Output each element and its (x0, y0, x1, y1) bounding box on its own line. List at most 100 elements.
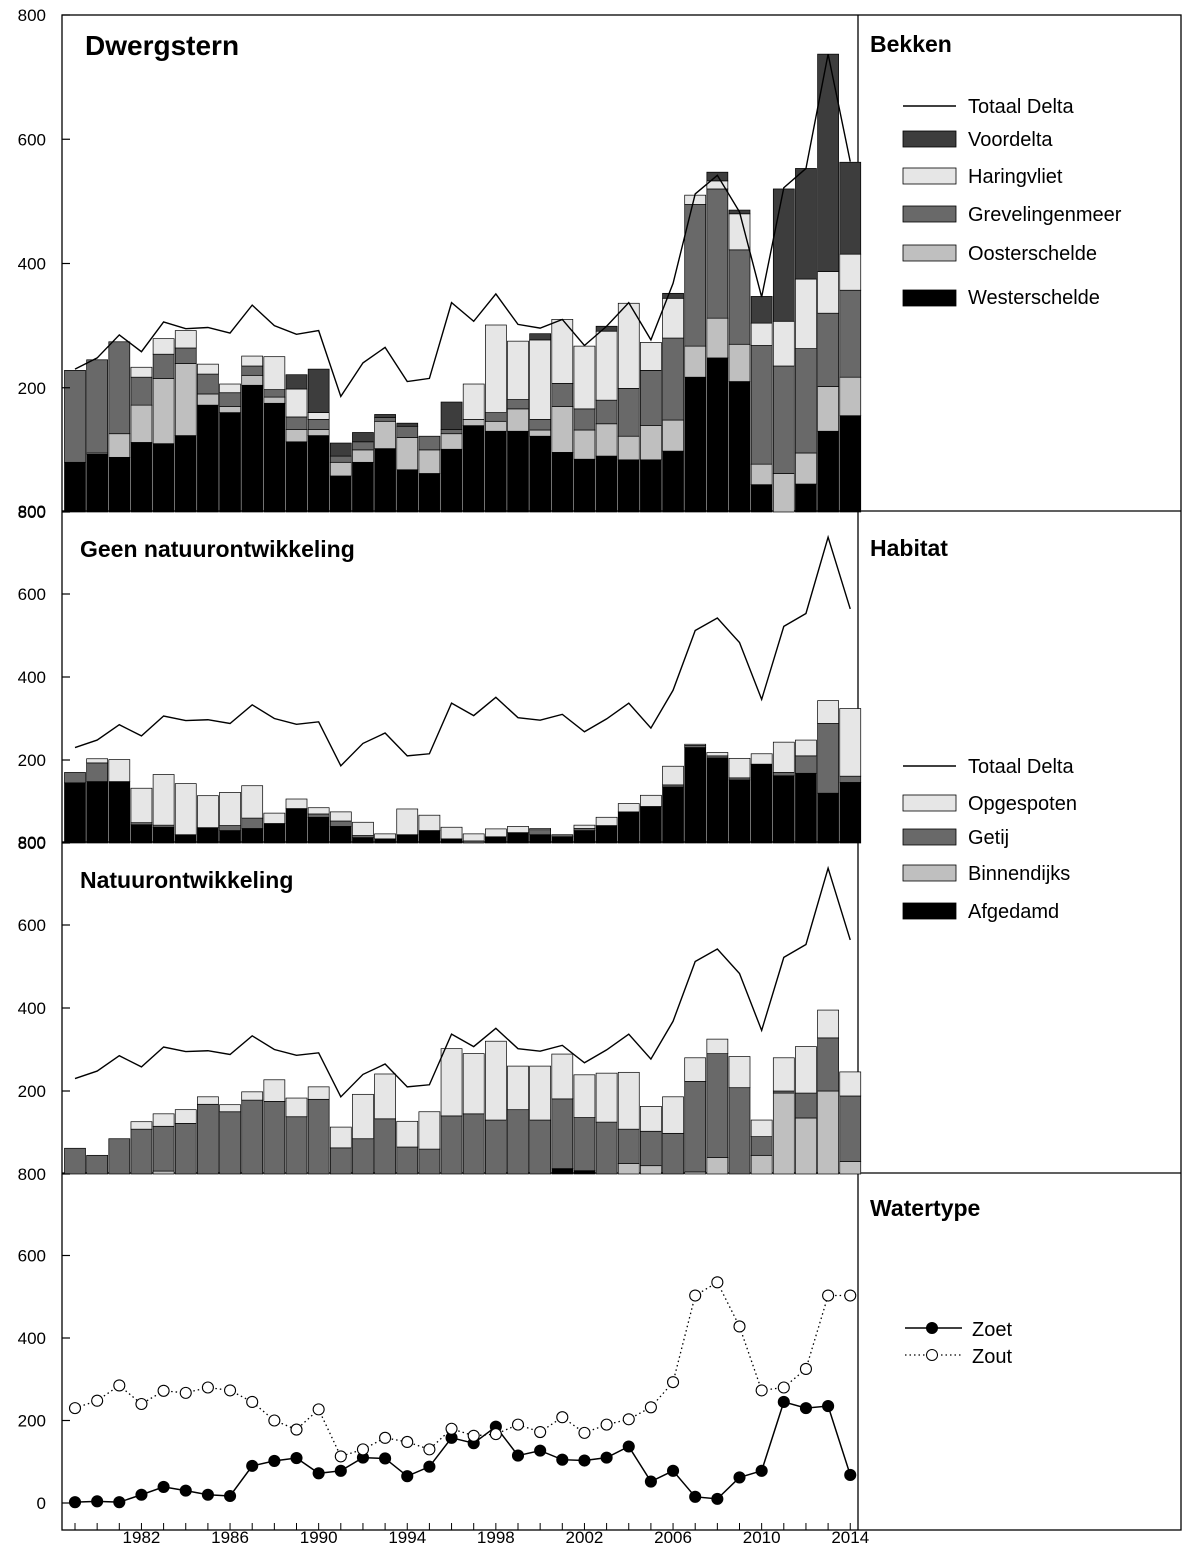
bar-westerschelde (241, 384, 264, 513)
bar-grevelingenmeer (440, 429, 463, 435)
legend-swatch-oosterschelde (902, 244, 957, 262)
legend-label-zout: Zout (972, 1346, 1012, 1368)
bar-voordelta (329, 442, 352, 457)
bar-getij (750, 1136, 773, 1156)
y-tick-label: 800 (18, 503, 46, 522)
bar-oosterschelde (197, 393, 219, 406)
bar-westerschelde (263, 402, 286, 513)
point-zout (755, 1384, 768, 1397)
point-zoet (201, 1488, 214, 1501)
y-tick-label: 800 (18, 833, 46, 852)
bar-haringvliet (750, 322, 773, 346)
point-zout (68, 1402, 82, 1415)
bar-afgedamd (64, 782, 86, 844)
point-zoet (179, 1484, 192, 1497)
point-zoet (733, 1471, 746, 1484)
bar-voordelta (352, 432, 374, 443)
bar-westerschelde (329, 475, 352, 513)
bar-oosterschelde (706, 317, 729, 359)
legend-title-watertype: Watertype (870, 1195, 980, 1221)
bar-westerschelde (174, 435, 197, 513)
bar-afgedamd (662, 786, 684, 844)
bar-getij (219, 1111, 241, 1175)
legend-swatch-grevelingenmeer (902, 205, 957, 223)
panel-title-geen-natuurontwikkeling: Geen natuurontwikkeling (80, 536, 355, 562)
bar-getij (573, 1117, 596, 1172)
bar-getij (396, 1146, 419, 1175)
bar-westerschelde (285, 441, 308, 513)
bar-westerschelde (684, 376, 707, 513)
bar-haringvliet (662, 297, 684, 339)
y-tick-label: 800 (18, 1165, 46, 1184)
bar-opgespoten (152, 774, 175, 826)
point-zout (733, 1320, 746, 1333)
legend-label-opgespoten: Opgespoten (968, 793, 1077, 815)
bar-opgespoten (329, 1126, 352, 1149)
bar-getij (108, 1138, 131, 1175)
bar-grevelingenmeer (174, 347, 197, 364)
point-zout (666, 1376, 680, 1389)
bar-haringvliet (197, 363, 219, 375)
bar-westerschelde (706, 357, 729, 513)
bar-grevelingenmeer (573, 408, 596, 431)
bar-getij (352, 1138, 374, 1175)
bar-oosterschelde (772, 473, 795, 513)
bar-opgespoten (595, 816, 618, 826)
bar-getij (329, 1147, 352, 1175)
point-zoet (600, 1451, 613, 1464)
point-zoet (423, 1460, 436, 1473)
bar-opgespoten (617, 803, 640, 813)
point-zout (334, 1450, 347, 1463)
bar-opgespoten (197, 1096, 219, 1105)
bar-haringvliet (174, 330, 197, 349)
point-zoet (113, 1496, 126, 1509)
bar-grevelingenmeer (130, 376, 153, 406)
bar-opgespoten (839, 1071, 862, 1097)
bar-grevelingenmeer (219, 392, 241, 407)
point-zout (224, 1384, 237, 1397)
legend-habitat: Totaal Delta Opgespoten Getij Binnendijk… (902, 756, 1077, 923)
point-zoet (68, 1496, 82, 1509)
bar-binnendijks (772, 1092, 795, 1175)
bar-opgespoten (440, 1048, 463, 1117)
legend-swatch-westerschelde (902, 289, 957, 307)
bar-westerschelde (551, 452, 574, 513)
bar-haringvliet (130, 366, 153, 378)
bar-oosterschelde (662, 419, 684, 452)
point-zout (290, 1423, 303, 1436)
bar-grevelingenmeer (241, 365, 264, 376)
bar-westerschelde (595, 455, 618, 513)
bar-oosterschelde (728, 343, 751, 382)
point-zout (777, 1381, 790, 1394)
bar-getij (529, 1119, 552, 1175)
bar-binnendijks (817, 1090, 839, 1175)
bar-getij (817, 1037, 839, 1092)
y-tick-label: 200 (18, 1412, 46, 1431)
bar-grevelingenmeer (750, 345, 773, 465)
bar-grevelingenmeer (307, 419, 330, 430)
bar-oosterschelde (617, 435, 640, 461)
bar-oosterschelde (817, 386, 839, 432)
y-tick-label: 200 (18, 379, 46, 398)
bar-voordelta (750, 296, 773, 324)
bar-opgespoten (772, 1057, 795, 1092)
y-tick-label: 400 (18, 999, 46, 1018)
bar-opgespoten (750, 1119, 773, 1138)
x-tick-label: 1994 (388, 1528, 426, 1546)
bar-afgedamd (640, 806, 662, 844)
bar-opgespoten (263, 812, 286, 824)
legend-marker-zoet (926, 1322, 938, 1334)
bar-oosterschelde (551, 406, 574, 453)
y-tick-label: 400 (18, 255, 46, 274)
bar-getij (64, 772, 86, 784)
bar-oosterschelde (573, 429, 596, 460)
bar-grevelingenmeer (839, 289, 862, 378)
bar-oosterschelde (352, 449, 374, 463)
totaal-delta-line (74, 865, 851, 1098)
bar-westerschelde (640, 459, 662, 513)
point-zout (578, 1426, 591, 1439)
bar-grevelingenmeer (529, 419, 552, 431)
bar-opgespoten (839, 708, 862, 777)
bar-grevelingenmeer (374, 417, 396, 422)
